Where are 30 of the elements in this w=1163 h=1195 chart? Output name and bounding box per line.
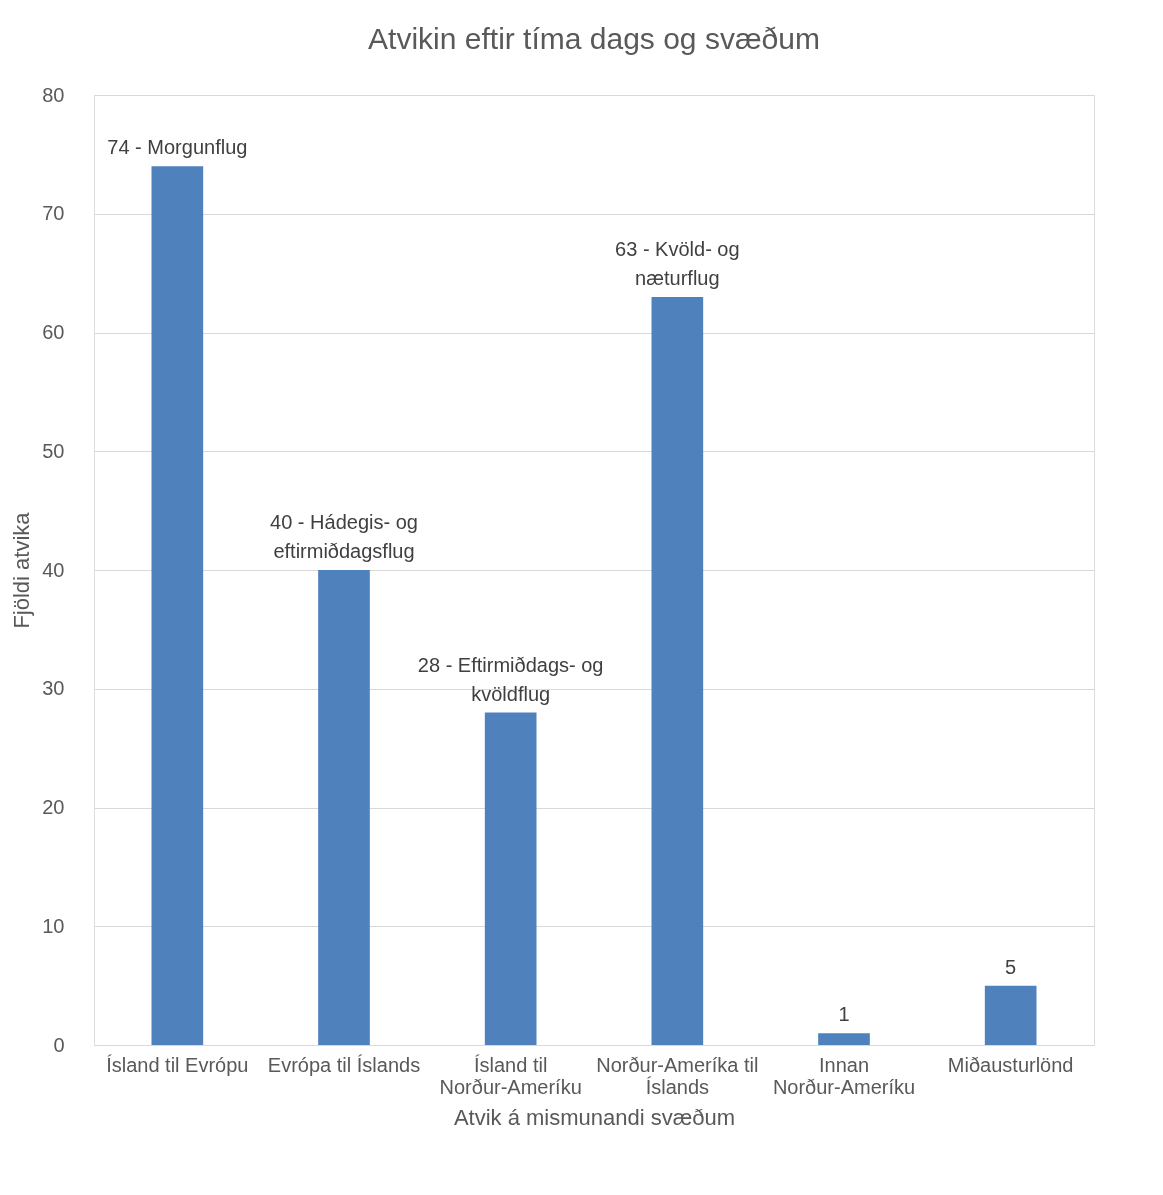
y-tick-label: 10: [42, 914, 65, 937]
y-axis-title: Fjöldi atvika: [9, 511, 35, 629]
data-label: 28 - Eftirmiðdags- og kvöldflug: [417, 653, 604, 705]
x-tick-label: Innan Norður-Ameríku: [772, 1053, 916, 1098]
y-tick-label: 50: [42, 439, 65, 462]
chart-title: Atvikin eftir tíma dags og svæðum: [368, 22, 820, 55]
y-tick-label: 70: [42, 202, 65, 225]
y-tick-label: 20: [42, 796, 65, 818]
data-label: 63 - Kvöld- og næturflug: [615, 237, 740, 289]
y-tick-label: 40: [42, 558, 65, 581]
bar: [651, 296, 704, 1045]
bar: [318, 570, 370, 1045]
data-label: 5: [1005, 955, 1017, 978]
x-tick-label: Ísland til Evrópu: [106, 1053, 249, 1076]
x-axis-title: Atvik á mismunandi svæðum: [453, 1104, 736, 1130]
data-label: 1: [838, 1003, 850, 1026]
bar: [984, 985, 1037, 1045]
y-tick-label: 80: [42, 83, 65, 106]
data-label: 40 - Hádegis- og eftirmiðdagsflug: [270, 511, 418, 562]
y-tick-label: 30: [42, 677, 65, 700]
x-tick-label: Miðausturlönd: [947, 1053, 1074, 1076]
x-tick-label: Ísland til Norður-Ameríku: [439, 1053, 582, 1098]
y-tick-label: 0: [53, 1033, 65, 1056]
x-tick-label: Evrópa til Íslands: [267, 1053, 421, 1076]
bar: [484, 712, 537, 1045]
bar: [151, 166, 204, 1045]
data-label: 74 - Morgunflug: [107, 136, 248, 159]
x-tick-label: Norður-Ameríka til Íslands: [596, 1053, 759, 1098]
bar: [818, 1033, 870, 1045]
y-tick-label: 60: [42, 321, 65, 343]
